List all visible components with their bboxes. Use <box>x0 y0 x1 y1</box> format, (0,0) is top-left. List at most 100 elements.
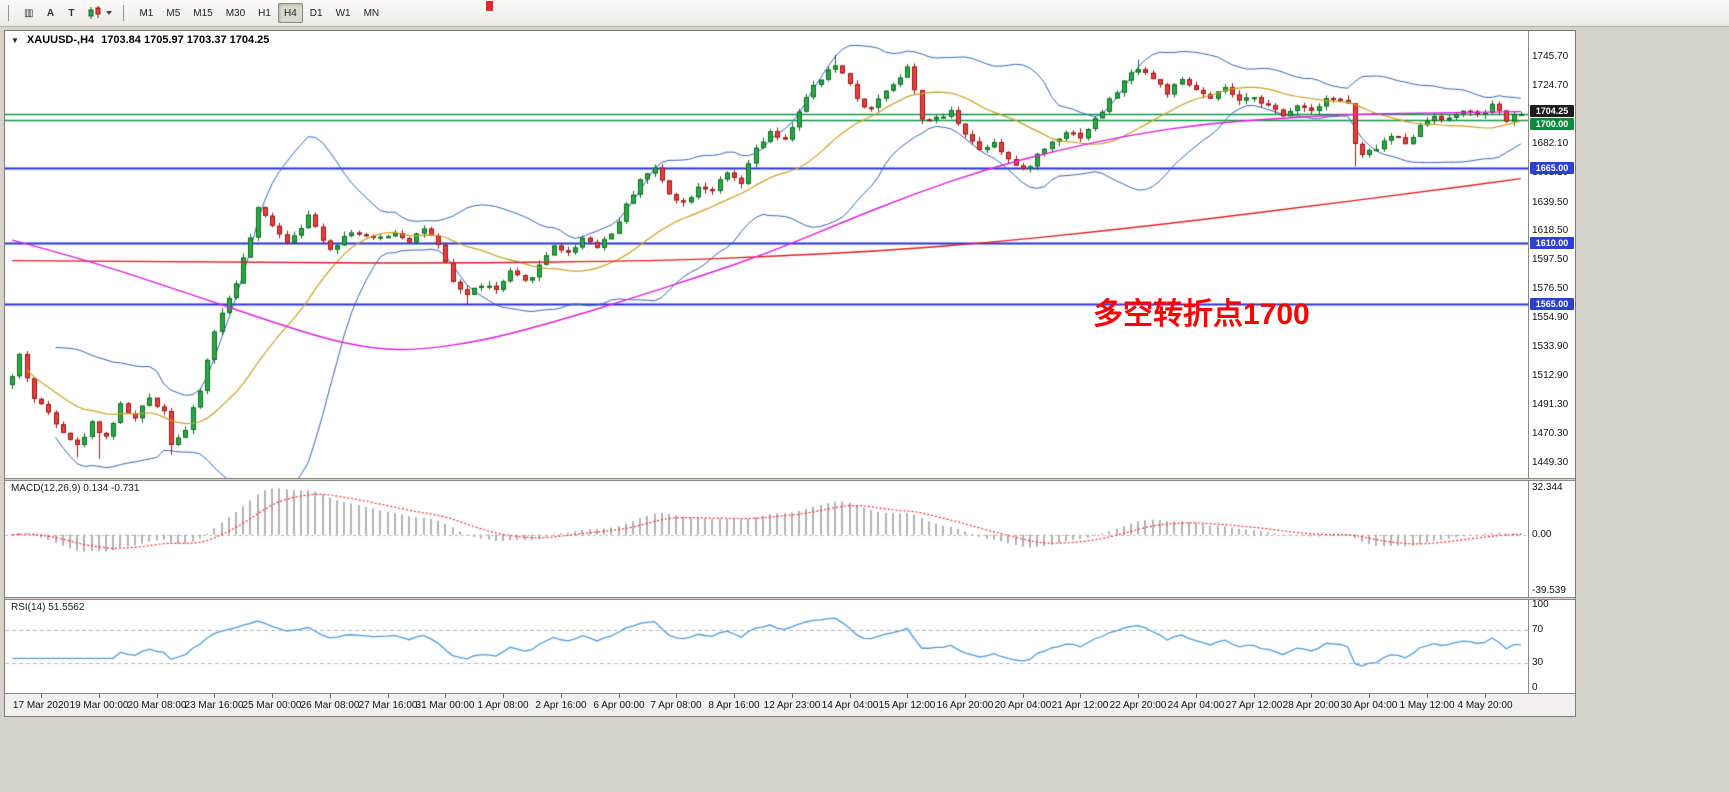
rsi-axis-label: 30 <box>1532 657 1544 669</box>
time-axis-label: 21 Apr 12:00 <box>1051 700 1109 711</box>
chart-window: 1745.701724.701703.701682.101661.101639.… <box>4 30 1576 717</box>
macd-axis-label: 32.344 <box>1532 482 1563 494</box>
rsi-panel: 100 70 30 0 RSI(14) 51.5562 <box>5 600 1575 693</box>
text-t-icon[interactable]: T <box>68 7 75 19</box>
price-level-badge: 1565.00 <box>1530 298 1574 311</box>
time-axis-label: 28 Apr 20:00 <box>1282 700 1340 711</box>
price-axis-label: 1597.50 <box>1532 253 1569 265</box>
price-chart-canvas[interactable] <box>5 31 1528 478</box>
time-axis-label: 20 Apr 04:00 <box>994 700 1052 711</box>
rsi-axis-label: 0 <box>1532 682 1538 693</box>
timeframe-h1[interactable]: H1 <box>258 7 271 19</box>
timeframe-d1[interactable]: D1 <box>309 7 323 19</box>
price-axis-label: 1576.50 <box>1532 282 1569 294</box>
time-axis-label: 6 Apr 00:00 <box>593 700 645 711</box>
price-axis-label: 1470.30 <box>1532 427 1569 439</box>
time-axis-label: 27 Mar 16:00 <box>358 700 418 711</box>
time-axis-tick <box>619 694 620 698</box>
cursor-a-icon[interactable]: A <box>46 7 55 19</box>
one-click-trading-toggle[interactable]: ▼ <box>11 35 19 45</box>
rsi-indicator-label: RSI(14) 51.5562 <box>11 602 85 613</box>
time-axis-tick <box>1254 694 1255 698</box>
time-axis-label: 1 May 12:00 <box>1399 700 1455 711</box>
ohlc-values-label: 1703.84 1705.97 1703.37 1704.25 <box>101 34 270 46</box>
time-axis-label: 17 Mar 2020 <box>12 700 70 711</box>
time-axis-label: 20 Mar 08:00 <box>127 700 187 711</box>
red-marker-icon <box>486 1 493 11</box>
price-scale[interactable]: 1745.701724.701703.701682.101661.101639.… <box>1528 31 1575 478</box>
price-axis-label: 1554.90 <box>1532 312 1569 324</box>
candle-style-button[interactable] <box>81 3 118 23</box>
time-axis-label: 16 Apr 20:00 <box>936 700 994 711</box>
price-axis-label: 1639.50 <box>1532 196 1569 208</box>
time-axis-label: 4 May 20:00 <box>1457 700 1513 711</box>
price-axis-label: 1724.70 <box>1532 80 1569 92</box>
price-level-badge: 1665.00 <box>1530 161 1574 174</box>
chart-annotation-text: 多空转折点1700 <box>1093 298 1310 331</box>
price-level-badge: 1610.00 <box>1530 236 1574 249</box>
time-axis-tick <box>965 694 966 698</box>
time-axis-label: 7 Apr 08:00 <box>650 700 702 711</box>
panel-separator[interactable] <box>5 597 1575 600</box>
time-axis-tick <box>503 694 504 698</box>
rsi-chart-canvas[interactable] <box>5 600 1528 693</box>
time-axis-label: 19 Mar 00:00 <box>69 700 129 711</box>
macd-panel: 32.344 0.00 -39.539 MACD(12,26,9) 0.134 -0… <box>5 481 1575 597</box>
chevron-down-icon <box>106 11 113 15</box>
timeframe-m15[interactable]: M15 <box>193 7 213 19</box>
chart-grid-icon[interactable]: ▥ <box>24 7 34 19</box>
time-axis-label: 30 Apr 04:00 <box>1340 700 1398 711</box>
timeframe-toolbar: M1 M5 M15 M30 H1 H4 D1 W1 MN <box>133 3 385 23</box>
time-axis-tick <box>388 694 389 698</box>
price-axis-label: 1533.90 <box>1532 340 1569 352</box>
time-scale[interactable]: 17 Mar 2020 19 Mar 00:00 20 Mar 08:00 23 Ma… <box>5 693 1575 716</box>
time-axis-label: 14 Apr 04:00 <box>821 700 879 711</box>
chart-title: ▼ XAUUSD-,H4 1703.84 1705.97 1703.37 170… <box>11 34 269 46</box>
timeframe-m1[interactable]: M1 <box>139 7 154 19</box>
time-axis-label: 31 Mar 00:00 <box>415 700 475 711</box>
time-axis-tick <box>1485 694 1486 698</box>
price-axis-label: 1745.70 <box>1532 51 1569 63</box>
timeframe-m5[interactable]: M5 <box>166 7 181 19</box>
candle-style-icon <box>88 6 101 19</box>
time-axis-label: 22 Apr 20:00 <box>1109 700 1167 711</box>
time-axis-tick <box>850 694 851 698</box>
price-level-badge: 1700.00 <box>1530 117 1574 130</box>
toolbar-grip[interactable] <box>8 5 13 21</box>
bid-price-badge: 1704.25 <box>1530 105 1574 118</box>
timeframe-h4[interactable]: H4 <box>277 3 303 23</box>
price-axis-label: 1449.30 <box>1532 456 1569 468</box>
timeframe-m30[interactable]: M30 <box>225 7 246 19</box>
time-axis-tick <box>272 694 273 698</box>
time-axis-tick <box>792 694 793 698</box>
time-axis-tick <box>1427 694 1428 698</box>
time-axis-label: 23 Mar 16:00 <box>184 700 244 711</box>
macd-indicator-label: MACD(12,26,9) 0.134 -0.731 <box>11 483 140 494</box>
time-axis-tick <box>157 694 158 698</box>
top-toolbar: ▥ A T M1 M5 M15 M30 H1 H4 D1 W1 MN <box>0 0 1729 27</box>
rsi-axis-label: 70 <box>1532 623 1544 635</box>
price-axis-label: 1512.90 <box>1532 369 1569 381</box>
symbol-period-label: XAUUSD-,H4 <box>26 34 95 46</box>
macd-axis-label: 0.00 <box>1532 528 1552 540</box>
time-axis-tick <box>330 694 331 698</box>
time-axis-tick <box>1080 694 1081 698</box>
time-axis-label: 25 Mar 00:00 <box>242 700 302 711</box>
time-axis-label: 12 Apr 23:00 <box>763 700 821 711</box>
time-axis-tick <box>1311 694 1312 698</box>
time-axis-label: 24 Apr 04:00 <box>1167 700 1225 711</box>
rsi-scale[interactable]: 100 70 30 0 <box>1528 600 1575 693</box>
price-axis-label: 1491.30 <box>1532 399 1569 411</box>
macd-scale[interactable]: 32.344 0.00 -39.539 <box>1528 481 1575 597</box>
price-axis-label: 1618.50 <box>1532 225 1569 237</box>
timeframe-mn[interactable]: MN <box>363 7 380 19</box>
panel-separator[interactable] <box>5 478 1575 481</box>
toolbar-grip[interactable] <box>123 5 129 21</box>
timeframe-w1[interactable]: W1 <box>335 7 351 19</box>
time-axis-label: 8 Apr 16:00 <box>708 700 760 711</box>
time-axis-tick <box>734 694 735 698</box>
macd-chart-canvas[interactable] <box>5 481 1528 597</box>
time-axis-label: 2 Apr 16:00 <box>535 700 587 711</box>
time-axis-tick <box>907 694 908 698</box>
